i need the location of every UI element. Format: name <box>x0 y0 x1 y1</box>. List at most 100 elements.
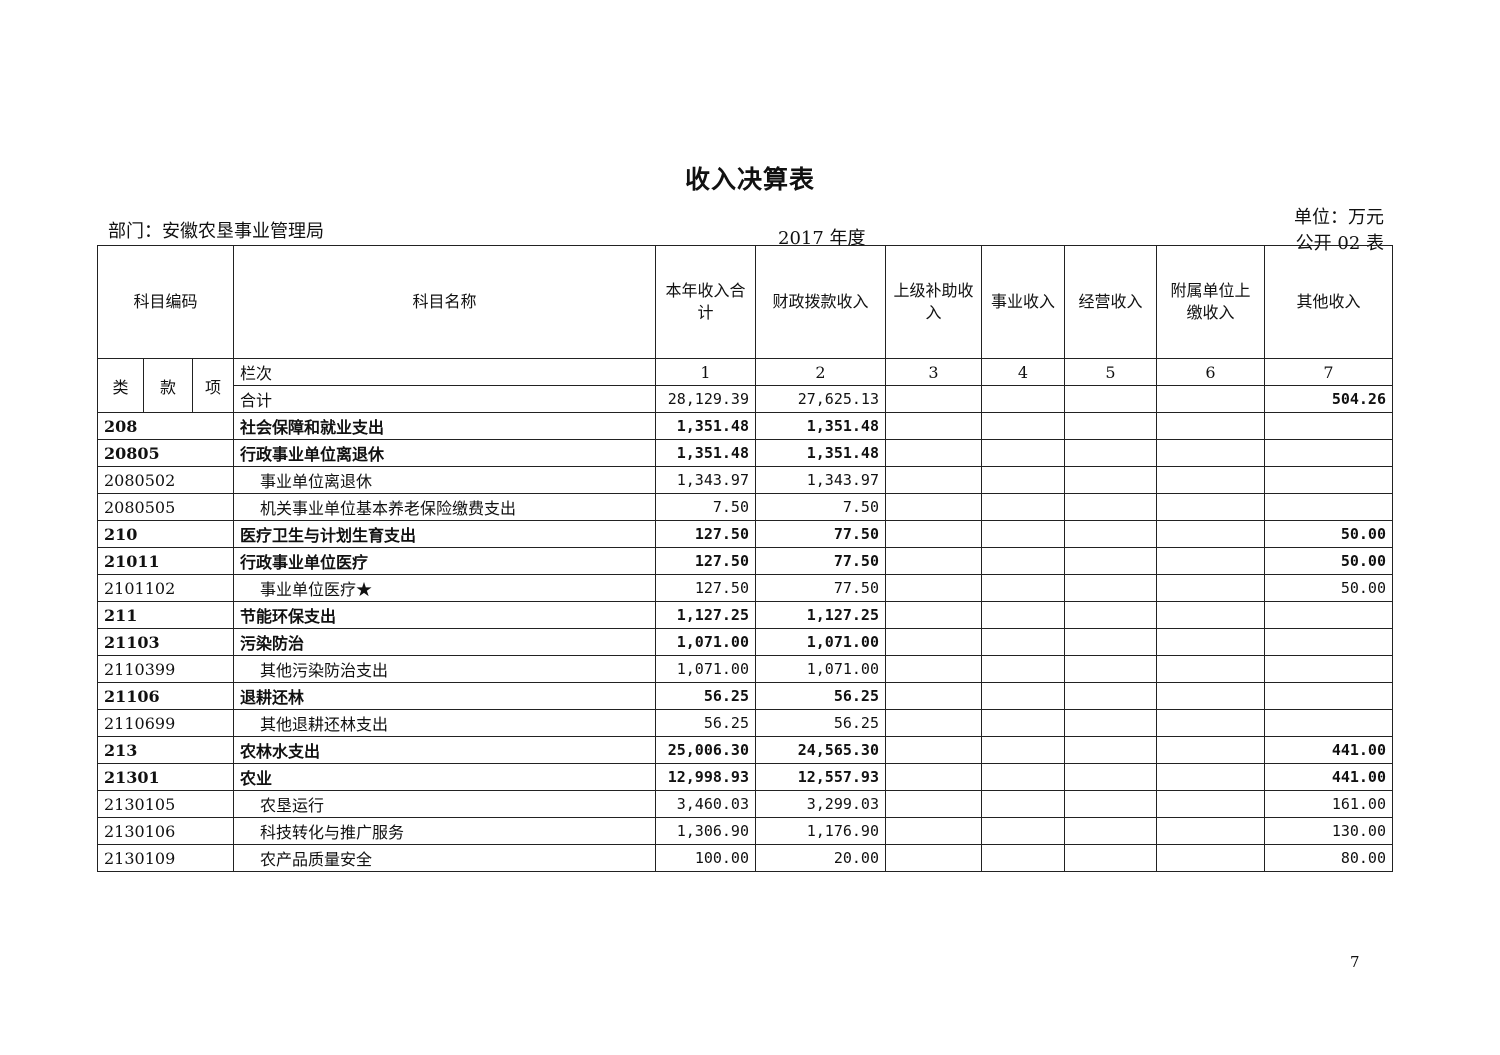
row-name: 行政事业单位医疗 <box>233 547 656 575</box>
row-value <box>1264 466 1393 494</box>
row-code: 211 <box>97 601 234 629</box>
row-value <box>981 601 1065 629</box>
row-value <box>885 547 982 575</box>
row-value <box>981 844 1065 872</box>
header-code: 科目编码 <box>97 245 234 359</box>
row-value <box>981 628 1065 656</box>
row-code: 21103 <box>97 628 234 656</box>
row-value <box>1064 709 1157 737</box>
row-code: 208 <box>97 412 234 440</box>
total-value: 504.26 <box>1264 385 1393 413</box>
row-value: 77.50 <box>755 547 886 575</box>
row-code: 2110399 <box>97 655 234 683</box>
row-value: 1,071.00 <box>655 655 756 683</box>
row-code: 2130106 <box>97 817 234 845</box>
row-value <box>1156 709 1265 737</box>
row-value <box>1156 547 1265 575</box>
row-value: 441.00 <box>1264 736 1393 764</box>
row-name: 农产品质量安全 <box>233 844 656 872</box>
row-code: 2110699 <box>97 709 234 737</box>
header-col: 上级补助收入 <box>885 245 982 359</box>
row-name: 事业单位离退休 <box>233 466 656 494</box>
department: 部门：安徽农垦事业管理局 <box>108 221 324 242</box>
row-value: 1,071.00 <box>755 628 886 656</box>
row-value: 127.50 <box>655 520 756 548</box>
row-code: 21106 <box>97 682 234 710</box>
total-value <box>1156 385 1265 413</box>
row-name: 社会保障和就业支出 <box>233 412 656 440</box>
row-value: 56.25 <box>755 682 886 710</box>
row-value: 130.00 <box>1264 817 1393 845</box>
row-value <box>1156 655 1265 683</box>
row-value: 1,127.25 <box>755 601 886 629</box>
row-value <box>1264 709 1393 737</box>
table-row: 211 节能环保支出 1,127.25 1,127.25 <box>97 601 1393 629</box>
row-value: 56.25 <box>755 709 886 737</box>
total-value: 28,129.39 <box>655 385 756 413</box>
header-col: 事业收入 <box>981 245 1065 359</box>
row-value: 1,343.97 <box>755 466 886 494</box>
row-value: 3,299.03 <box>755 790 886 818</box>
row-value: 161.00 <box>1264 790 1393 818</box>
row-value: 1,176.90 <box>755 817 886 845</box>
row-value <box>1064 790 1157 818</box>
row-value: 50.00 <box>1264 520 1393 548</box>
row-name: 农林水支出 <box>233 736 656 764</box>
table-row: 210 医疗卫生与计划生育支出 127.50 77.50 50.00 <box>97 520 1393 548</box>
row-code: 2101102 <box>97 574 234 602</box>
row-value <box>981 439 1065 467</box>
row-value <box>981 817 1065 845</box>
row-value: 7.50 <box>755 493 886 521</box>
row-value <box>981 547 1065 575</box>
table-row: 2110399 其他污染防治支出 1,071.00 1,071.00 <box>97 655 1393 683</box>
row-value: 12,557.93 <box>755 763 886 791</box>
row-value <box>1264 655 1393 683</box>
table-row: 2130106 科技转化与推广服务 1,306.90 1,176.90 130.00 <box>97 817 1393 845</box>
row-value <box>1064 682 1157 710</box>
row-value: 1,071.00 <box>755 655 886 683</box>
row-value <box>1064 574 1157 602</box>
total-label: 合计 <box>233 385 656 413</box>
header-col: 其他收入 <box>1264 245 1393 359</box>
col-number: 1 <box>655 358 756 386</box>
row-value <box>1156 439 1265 467</box>
row-code: 213 <box>97 736 234 764</box>
col-number: 6 <box>1156 358 1265 386</box>
header-col: 本年收入合计 <box>655 245 756 359</box>
row-value <box>885 520 982 548</box>
row-value <box>1156 628 1265 656</box>
row-value <box>1064 520 1157 548</box>
fiscal-year: 2017 年度 <box>778 228 866 249</box>
row-name: 行政事业单位离退休 <box>233 439 656 467</box>
col-number: 3 <box>885 358 982 386</box>
row-value <box>1156 493 1265 521</box>
col-number: 4 <box>981 358 1065 386</box>
table-row: 208 社会保障和就业支出 1,351.48 1,351.48 <box>97 412 1393 440</box>
row-value: 24,565.30 <box>755 736 886 764</box>
row-value: 77.50 <box>755 520 886 548</box>
row-code: 2080502 <box>97 466 234 494</box>
header-lei: 类 <box>97 358 144 413</box>
row-value <box>885 682 982 710</box>
row-value <box>1064 844 1157 872</box>
total-value <box>885 385 982 413</box>
row-value <box>885 439 982 467</box>
row-value <box>1264 601 1393 629</box>
table-row: 2130109 农产品质量安全 100.00 20.00 80.00 <box>97 844 1393 872</box>
row-value <box>981 790 1065 818</box>
row-name: 农业 <box>233 763 656 791</box>
row-value <box>1064 763 1157 791</box>
row-name: 科技转化与推广服务 <box>233 817 656 845</box>
row-value <box>1064 736 1157 764</box>
row-value: 1,127.25 <box>655 601 756 629</box>
row-name: 机关事业单位基本养老保险缴费支出 <box>233 493 656 521</box>
row-value <box>1156 601 1265 629</box>
row-value: 127.50 <box>655 574 756 602</box>
row-value: 3,460.03 <box>655 790 756 818</box>
row-value <box>885 628 982 656</box>
row-code: 21011 <box>97 547 234 575</box>
row-value: 50.00 <box>1264 547 1393 575</box>
row-value <box>981 466 1065 494</box>
row-value <box>1156 466 1265 494</box>
row-value: 20.00 <box>755 844 886 872</box>
